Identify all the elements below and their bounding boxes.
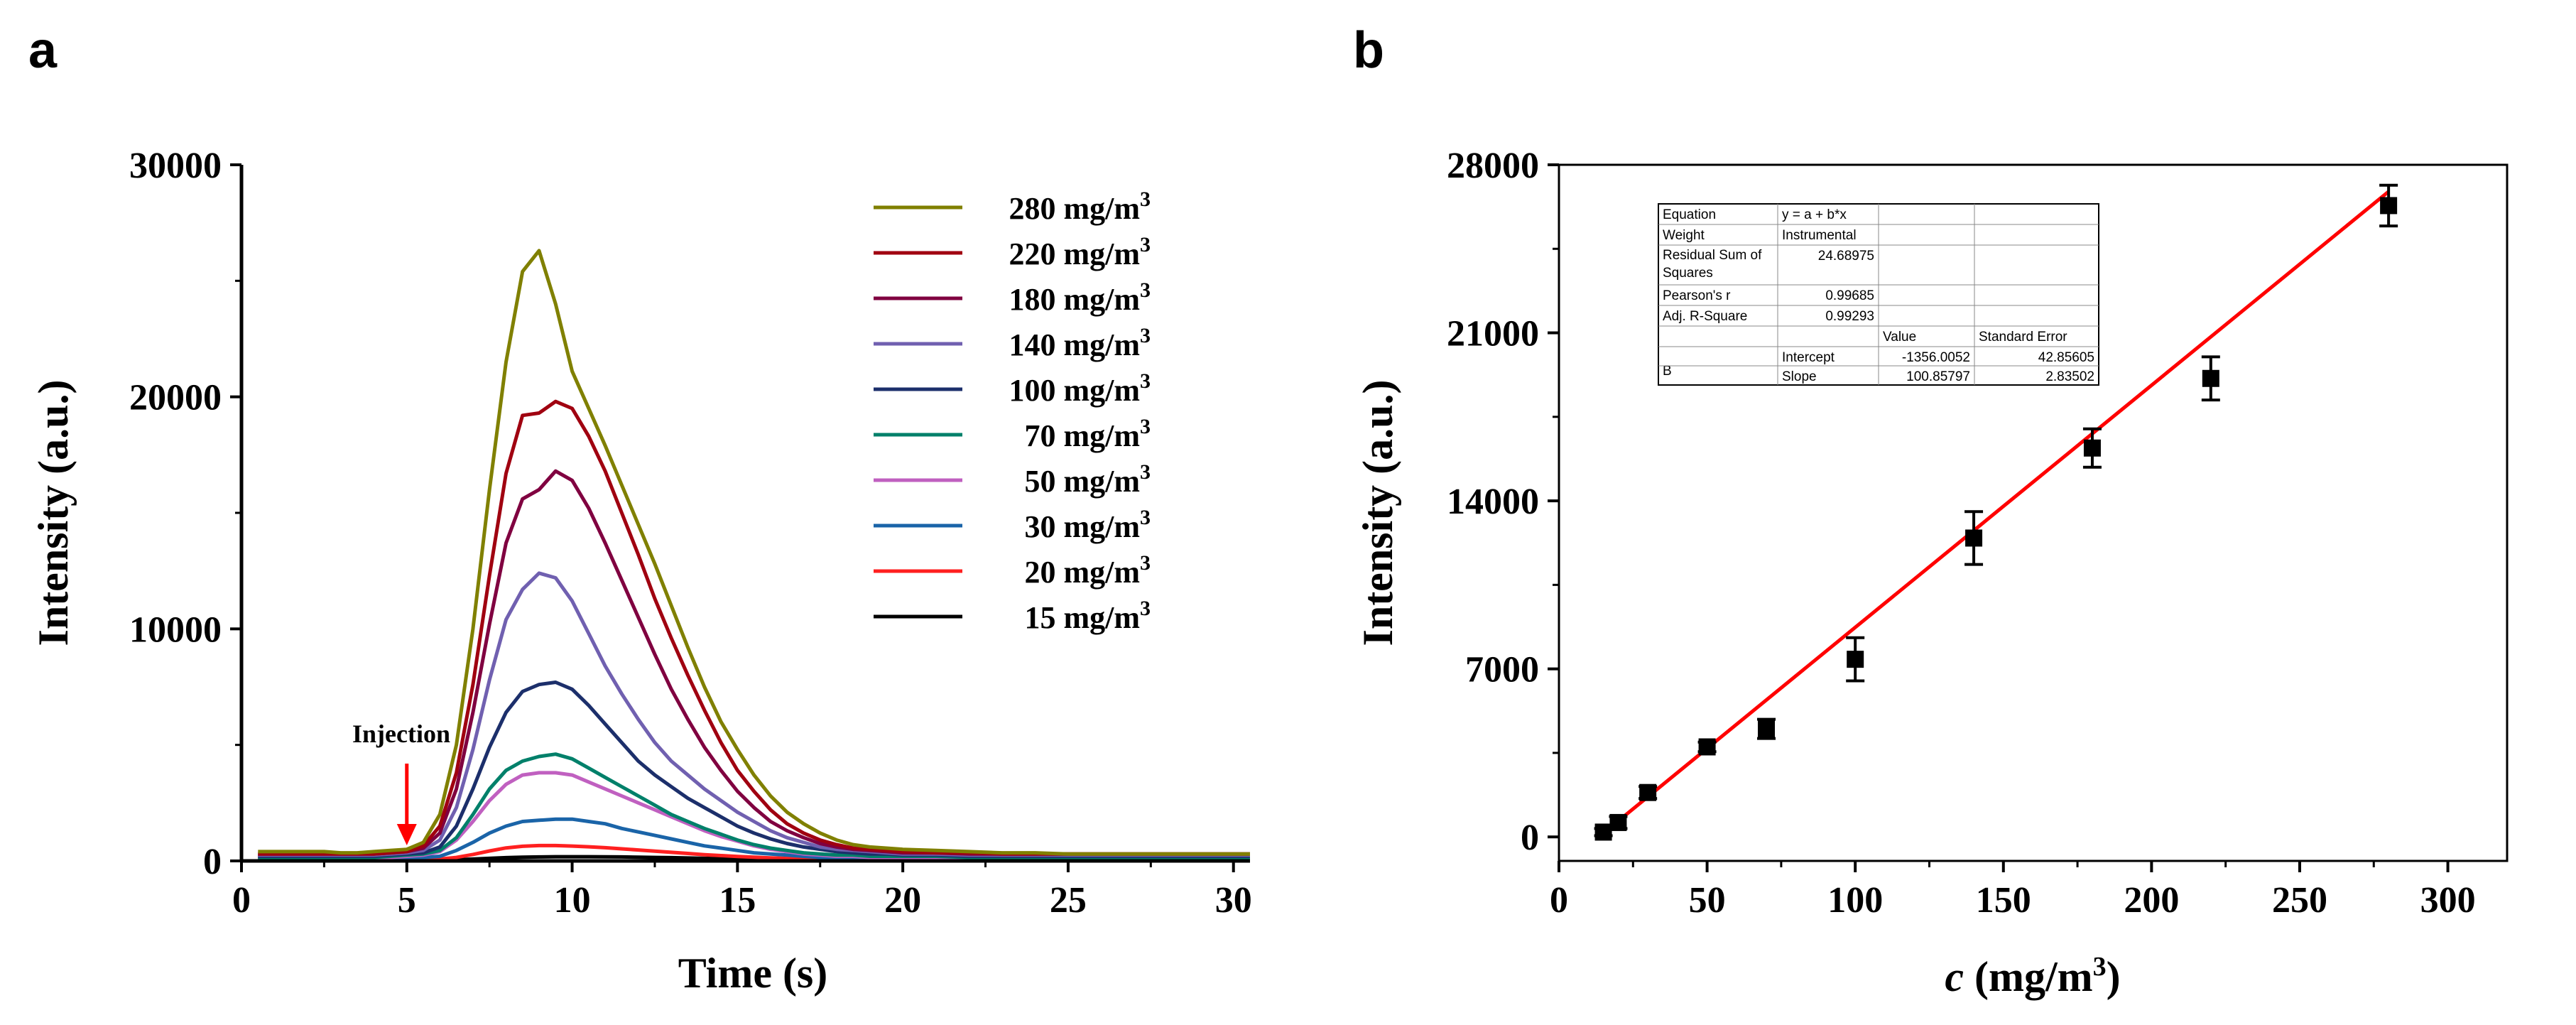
data-point — [2083, 439, 2101, 457]
plot-frame — [1558, 163, 2509, 862]
table-cell: Weight — [1663, 228, 1705, 243]
data-points — [1594, 183, 2398, 841]
legend-label: 70 mg/m3 — [1024, 415, 1151, 453]
panel-label-b: b — [1353, 22, 1384, 79]
injection-annotation: Injection — [352, 720, 450, 845]
data-point — [1698, 738, 1716, 756]
y-tick-label: 10000 — [129, 609, 222, 650]
y-tick-label: 28000 — [1447, 146, 1539, 186]
table-cell: 0.99293 — [1825, 309, 1874, 324]
data-point — [1594, 823, 1612, 841]
data-point — [1758, 720, 1776, 738]
table-cell: 24.68975 — [1818, 249, 1874, 264]
table-cell: Pearson's r — [1663, 288, 1731, 303]
legend-label: 180 mg/m3 — [1009, 278, 1151, 317]
table-cell: Value — [1883, 330, 1916, 345]
table-cell: Slope — [1782, 369, 1817, 384]
table-cell: Squares — [1663, 266, 1713, 281]
table-cell: 0.99685 — [1825, 288, 1874, 303]
data-point — [1965, 529, 1983, 547]
y-tick-label: 7000 — [1465, 650, 1539, 690]
panel-a-line-chart: 0 5 10 15 20 25 30 0 10000 20000 30000 Time (s) In… — [30, 146, 1252, 997]
panel-label-a: a — [28, 22, 58, 79]
legend-label: 15 mg/m3 — [1024, 597, 1151, 635]
y-tick-label: 14000 — [1447, 482, 1539, 522]
axis-ticks: 0 50 100 150 200 250 300 0 7000 14000 21000 28000 — [1447, 146, 2476, 921]
table-cell: -1356.0052 — [1902, 350, 1970, 365]
y-axis-title: Intensity (a.u.) — [1354, 379, 1401, 646]
y-tick-label: 0 — [1521, 818, 1539, 858]
injection-arrow-head — [396, 824, 417, 845]
x-tick-label: 250 — [2272, 880, 2327, 921]
legend-label: 100 mg/m3 — [1009, 369, 1151, 408]
table-cell: B — [1663, 364, 1672, 379]
table-cell: Residual Sum of — [1663, 248, 1762, 263]
x-tick-label: 300 — [2420, 880, 2476, 921]
table-cell: Instrumental — [1782, 228, 1857, 243]
legend-label: 280 mg/m3 — [1009, 188, 1151, 226]
data-point — [2380, 197, 2398, 215]
table-cell: 2.83502 — [2045, 369, 2094, 384]
x-axis-title: c (mg/m3) — [1945, 952, 2120, 1000]
fit-results-table: Equation y = a + b*x Weight Instrumental Res… — [1658, 203, 2099, 386]
table-cell: Adj. R-Square — [1663, 309, 1747, 324]
x-tick-label: 200 — [2124, 880, 2179, 921]
table-cell: Standard Error — [1979, 330, 2067, 345]
data-point — [2202, 369, 2219, 387]
x-tick-label: 25 — [1050, 880, 1087, 921]
legend-label: 140 mg/m3 — [1009, 324, 1151, 362]
data-point — [1847, 651, 1864, 668]
series-line-280 — [258, 249, 1250, 856]
x-tick-label: 0 — [232, 880, 251, 921]
injection-label: Injection — [352, 720, 450, 748]
x-tick-label: 10 — [554, 880, 591, 921]
panel-b-calibration-chart: 0 50 100 150 200 250 300 0 7000 14000 21000 28000 c… — [1354, 146, 2509, 1000]
table-cell: Equation — [1663, 207, 1716, 222]
table-cell: 42.85605 — [2038, 350, 2094, 365]
y-tick-label: 21000 — [1447, 314, 1539, 354]
table-cell: y = a + b*x — [1782, 207, 1847, 222]
axis-ticks: 0 5 10 15 20 25 30 0 10000 20000 30000 — [129, 146, 1252, 921]
y-axis-title: Intensity (a.u.) — [30, 379, 77, 646]
x-tick-label: 5 — [398, 880, 416, 921]
y-tick-label: 20000 — [129, 378, 222, 418]
y-tick-label: 0 — [203, 842, 222, 882]
x-axis-title: Time (s) — [678, 950, 828, 997]
x-tick-label: 50 — [1689, 880, 1726, 921]
table-cell: 100.85797 — [1906, 369, 1970, 384]
legend: 280 mg/m3 220 mg/m3 180 mg/m3 140 mg/m3 100 … — [874, 188, 1151, 635]
data-point — [1609, 813, 1627, 831]
legend-label: 30 mg/m3 — [1024, 506, 1151, 544]
y-tick-label: 30000 — [129, 146, 222, 186]
x-tick-label: 15 — [719, 880, 756, 921]
x-tick-label: 100 — [1827, 880, 1883, 921]
legend-label: 20 mg/m3 — [1024, 551, 1151, 590]
legend-label: 220 mg/m3 — [1009, 233, 1151, 271]
x-tick-label: 150 — [1976, 880, 2031, 921]
x-tick-label: 20 — [884, 880, 921, 921]
table-cell: Intercept — [1782, 350, 1835, 365]
fit-line — [1602, 190, 2390, 835]
x-tick-label: 0 — [1550, 880, 1568, 921]
x-tick-label: 30 — [1215, 880, 1252, 921]
legend-label: 50 mg/m3 — [1024, 460, 1151, 499]
data-point — [1639, 783, 1657, 801]
